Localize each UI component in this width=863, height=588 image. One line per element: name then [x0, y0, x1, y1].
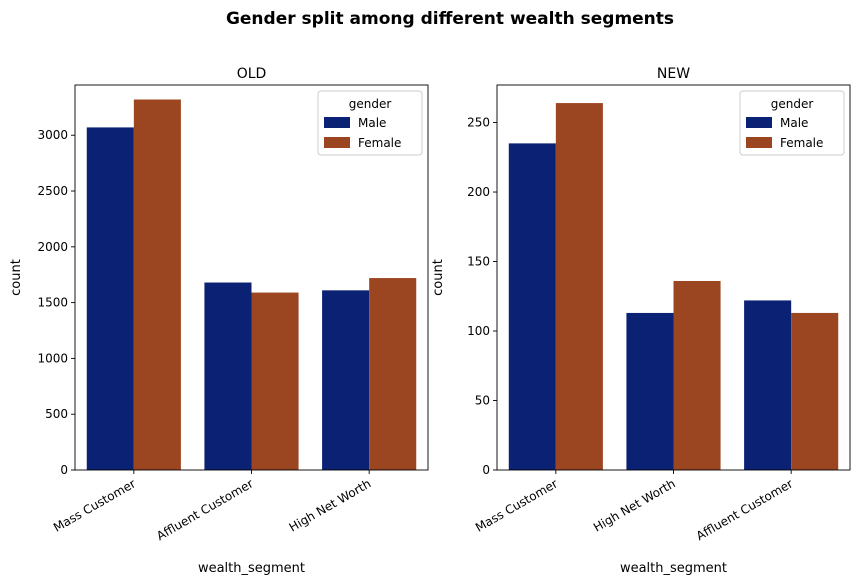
- legend: gender Male Female: [317, 90, 423, 156]
- y-tick-label: 0: [60, 463, 68, 477]
- x-axis-label: wealth_segment: [620, 561, 727, 576]
- bar-female-affluent-customer: [251, 292, 299, 470]
- y-tick-label: 1000: [37, 351, 68, 365]
- axes-title: OLD: [237, 66, 267, 82]
- legend-swatch-male: [746, 117, 772, 128]
- subplot-old: OLD 0 500 1000 1500 2000 2500 3000 Mass Customer…: [9, 66, 429, 576]
- bar-male-affluent-customer: [204, 282, 252, 470]
- y-axis-label: count: [9, 259, 24, 296]
- x-tick-label: High Net Worth: [591, 476, 678, 534]
- x-axis-label: wealth_segment: [198, 561, 305, 576]
- y-axis-label: count: [431, 259, 446, 296]
- legend-label-male: Male: [358, 116, 386, 130]
- y-tick-label: 1500: [37, 296, 68, 310]
- y-tick-label: 0: [482, 463, 490, 477]
- x-tick-label: Affluent Customer: [694, 476, 796, 543]
- x-tick-label: Mass Customer: [51, 476, 138, 534]
- x-tick-label: Affluent Customer: [154, 476, 256, 543]
- y-tick-label: 50: [475, 394, 490, 408]
- legend-swatch-female: [324, 137, 350, 148]
- legend: gender Male Female: [739, 90, 845, 156]
- bar-male-mass-customer: [508, 143, 556, 470]
- subplot-new: NEW 0 50 100 150 200 250 Mass Customer High Net …: [431, 66, 851, 576]
- y-tick-label: 150: [467, 255, 490, 269]
- bar-male-affluent-customer: [744, 300, 792, 470]
- bar-female-high-net-worth: [673, 280, 721, 470]
- x-tick-label: High Net Worth: [287, 476, 374, 534]
- axes-title: NEW: [657, 66, 690, 82]
- legend-title: gender: [771, 97, 814, 111]
- bar-male-mass-customer: [86, 127, 134, 470]
- bar-female-mass-customer: [133, 99, 181, 470]
- legend-swatch-female: [746, 137, 772, 148]
- y-tick-label: 2000: [37, 240, 68, 254]
- legend-swatch-male: [324, 117, 350, 128]
- bar-female-affluent-customer: [791, 312, 839, 470]
- legend-label-female: Female: [358, 136, 401, 150]
- legend-label-male: Male: [780, 116, 808, 130]
- y-tick-label: 200: [467, 185, 490, 199]
- y-tick-label: 250: [467, 116, 490, 130]
- x-tick-label: Mass Customer: [473, 476, 560, 534]
- legend-title: gender: [349, 97, 392, 111]
- y-tick-label: 3000: [37, 128, 68, 142]
- y-tick-label: 2500: [37, 184, 68, 198]
- y-tick-label: 100: [467, 324, 490, 338]
- bar-male-high-net-worth: [626, 312, 674, 470]
- bar-male-high-net-worth: [322, 290, 370, 470]
- y-tick-label: 500: [45, 407, 68, 421]
- figure-suptitle: Gender split among different wealth segm…: [226, 9, 674, 29]
- bar-female-high-net-worth: [369, 278, 417, 470]
- bar-female-mass-customer: [555, 103, 603, 470]
- legend-label-female: Female: [780, 136, 823, 150]
